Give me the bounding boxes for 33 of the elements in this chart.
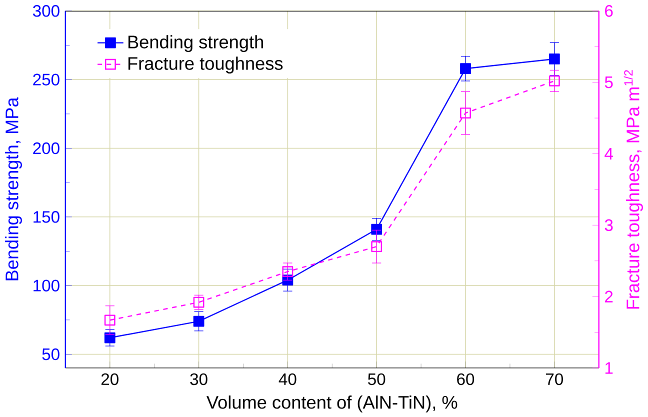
y2-tick-label: 2 <box>605 290 613 302</box>
point <box>548 75 560 86</box>
y-tick-label: 200 <box>33 142 60 154</box>
x-axis-title: Volume content of (AlN-TiN), % <box>206 395 458 412</box>
point <box>460 107 471 118</box>
point <box>371 240 382 252</box>
point <box>104 314 116 326</box>
y-tick-label: 100 <box>34 280 60 292</box>
y-tick-label: 250 <box>33 74 60 86</box>
legend-label: Fracture toughness <box>128 56 283 74</box>
x-tick-label: 30 <box>190 373 208 385</box>
point <box>460 62 471 74</box>
x-tick-label: 50 <box>368 373 386 385</box>
y2-axis-title: Fracture toughness, MPa m$^{1/2}$ <box>624 70 643 308</box>
y2-tick-label: 1 <box>605 362 613 374</box>
y2-tick-label: 4 <box>604 148 613 160</box>
x-tick-label: 20 <box>101 373 118 385</box>
point <box>104 332 116 344</box>
y-axis-title: Bending strength, MPa <box>5 97 22 280</box>
y-tick-label: 50 <box>42 348 60 360</box>
point <box>548 53 560 64</box>
point <box>371 224 382 235</box>
x-tick-label: 40 <box>278 373 296 385</box>
y-tick-label: 300 <box>32 4 60 17</box>
point <box>282 266 294 277</box>
y2-tick-label: 6 <box>605 4 613 17</box>
point <box>193 316 204 327</box>
y2-tick-label: 3 <box>604 219 613 231</box>
y2-tick-label: 5 <box>604 76 613 88</box>
x-tick-label: 70 <box>546 373 563 385</box>
legend-label: Bending strength <box>128 34 263 52</box>
x-tick-label: 60 <box>457 373 474 385</box>
y-tick-label: 150 <box>34 210 60 223</box>
